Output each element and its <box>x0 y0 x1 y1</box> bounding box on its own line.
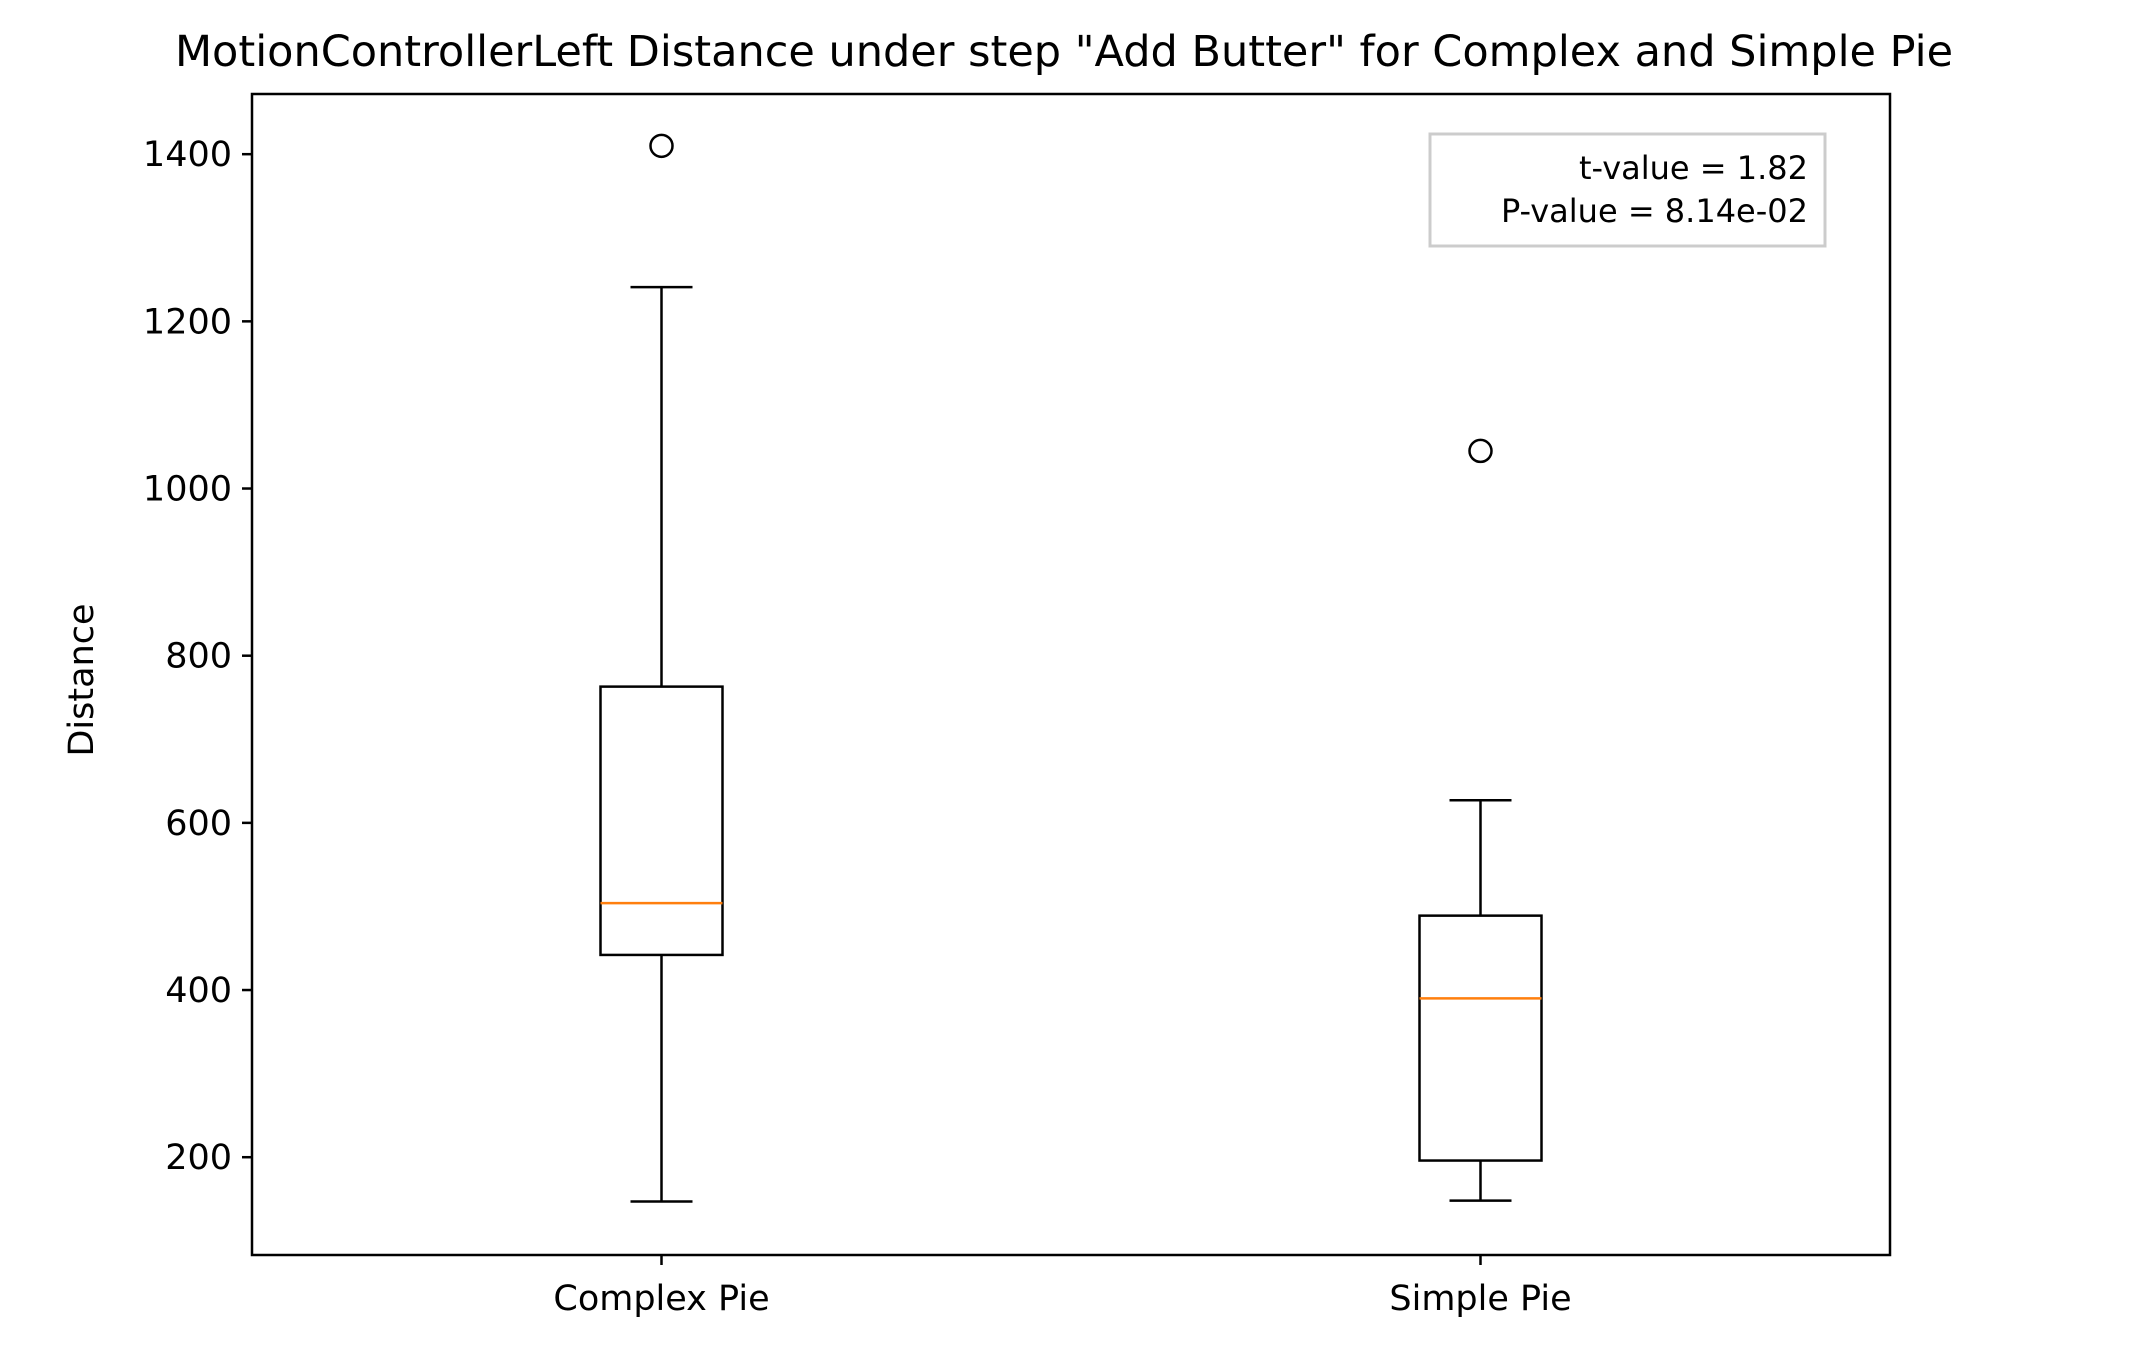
iqr-box <box>1418 914 1543 1162</box>
t-value-label: t-value = 1.82 <box>1579 149 1808 187</box>
y-axis: 200 400 600 800 1000 1200 1400 <box>143 135 252 1178</box>
x-tick-label: Simple Pie <box>1389 1279 1571 1319</box>
box-group <box>1418 438 1543 1202</box>
outlier-point <box>1468 438 1493 464</box>
y-tick-label: 200 <box>165 1138 232 1178</box>
y-tick-label: 1400 <box>143 135 232 175</box>
y-tick-label: 600 <box>165 804 232 844</box>
y-tick-label: 800 <box>165 637 232 677</box>
y-axis-label: Distance <box>62 603 102 756</box>
stats-annotation: t-value = 1.82 P-value = 8.14e-02 <box>1428 132 1827 248</box>
x-tick-label: Complex Pie <box>553 1279 769 1319</box>
plot-area-frame <box>250 92 1892 1257</box>
iqr-box <box>599 685 724 957</box>
stats-annotation-frame <box>1428 132 1827 248</box>
y-tick-label: 1000 <box>143 470 232 510</box>
x-axis: Complex Pie Simple Pie <box>553 1255 1572 1319</box>
y-tick-label: 400 <box>165 971 232 1011</box>
p-value-label: P-value = 8.14e-02 <box>1501 192 1808 230</box>
chart-title: MotionControllerLeft Distance under step… <box>175 27 1953 77</box>
box-group <box>599 133 724 1203</box>
plot-layer <box>599 133 1543 1203</box>
outlier-point <box>649 133 674 159</box>
y-tick-label: 1200 <box>143 302 232 342</box>
